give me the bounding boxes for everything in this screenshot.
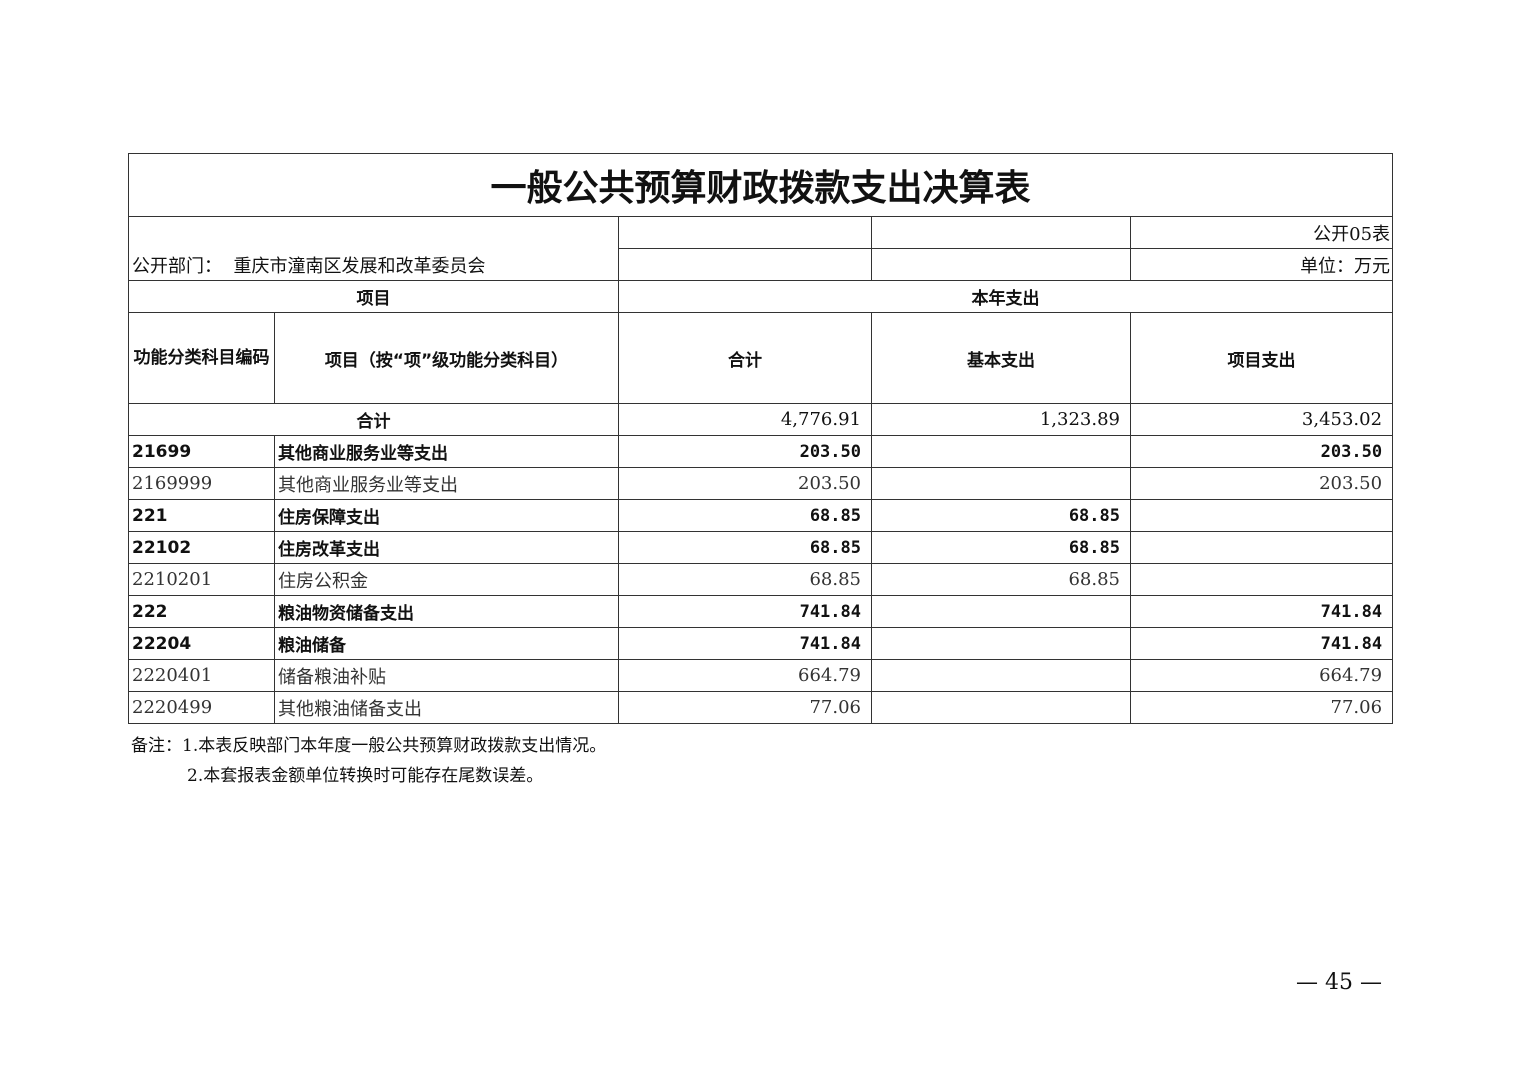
cell-total: 77.06 xyxy=(618,691,872,724)
cell-project: 203.50 xyxy=(1129,435,1394,468)
cell-name: 粮油储备 xyxy=(274,627,619,660)
cell-basic xyxy=(871,659,1131,692)
header-this-year: 本年支出 xyxy=(617,280,1394,313)
cell-total: 203.50 xyxy=(618,467,872,500)
table-number: 公开05表 xyxy=(1129,216,1394,249)
header-code: 功能分类科目编码 xyxy=(128,312,275,404)
table-row: 21699 其他商业服务业等支出 203.50 203.50 xyxy=(128,435,1394,468)
cell-project xyxy=(1129,531,1394,564)
table-row: 2210201 住房公积金 68.85 68.85 xyxy=(128,563,1394,596)
total-basic: 1,323.89 xyxy=(871,403,1131,436)
cell-basic xyxy=(871,435,1131,468)
header-total: 合计 xyxy=(618,312,872,404)
budget-table: 一般公共预算财政拨款支出决算表 公开部门： 重庆市潼南区发展和改革委员会 公开0… xyxy=(127,153,1394,724)
cell-project xyxy=(1129,563,1394,596)
cell-project: 664.79 xyxy=(1129,659,1394,692)
cell-code: 2210201 xyxy=(128,563,275,596)
cell-total: 741.84 xyxy=(618,627,872,660)
cell-total: 68.85 xyxy=(618,499,872,532)
header-basic: 基本支出 xyxy=(871,312,1131,404)
cell-project xyxy=(1129,499,1394,532)
cell-total: 664.79 xyxy=(618,659,872,692)
cell-code: 2220499 xyxy=(128,691,275,724)
cell-project: 203.50 xyxy=(1129,467,1394,500)
cell-basic: 68.85 xyxy=(871,563,1131,596)
cell-basic xyxy=(871,627,1131,660)
cell-project: 741.84 xyxy=(1129,595,1394,628)
cell-total: 741.84 xyxy=(618,595,872,628)
total-project: 3,453.02 xyxy=(1129,403,1394,436)
department-name: 重庆市潼南区发展和改革委员会 xyxy=(233,256,486,277)
note-2: 2.本套报表金额单位转换时可能存在尾数误差。 xyxy=(187,766,544,786)
header-project-expense: 项目支出 xyxy=(1129,312,1394,404)
department-cell: 公开部门： 重庆市潼南区发展和改革委员会 xyxy=(128,216,619,281)
cell-code: 22204 xyxy=(128,627,275,660)
table-row: 2169999 其他商业服务业等支出 203.50 203.50 xyxy=(128,467,1394,500)
department-label: 公开部门： xyxy=(132,256,222,277)
cell-basic xyxy=(871,691,1131,724)
cell-code: 221 xyxy=(128,499,275,532)
notes: 备注：1.本表反映部门本年度一般公共预算财政拨款支出情况。 2.本套报表金额单位… xyxy=(131,731,606,791)
cell-basic: 68.85 xyxy=(871,499,1131,532)
table-row: 222 粮油物资储备支出 741.84 741.84 xyxy=(128,595,1394,628)
total-row: 合计 4,776.91 1,323.89 3,453.02 xyxy=(128,403,1394,436)
unit-label: 单位：万元 xyxy=(1129,248,1394,281)
cell-name: 储备粮油补贴 xyxy=(274,659,619,692)
cell-name: 粮油物资储备支出 xyxy=(274,595,619,628)
cell-code: 22102 xyxy=(128,531,275,564)
table-row: 2220499 其他粮油储备支出 77.06 77.06 xyxy=(128,691,1394,724)
cell-name: 住房保障支出 xyxy=(274,499,619,532)
cell-project: 77.06 xyxy=(1129,691,1394,724)
cell-code: 21699 xyxy=(128,435,275,468)
table-row: 22102 住房改革支出 68.85 68.85 xyxy=(128,531,1394,564)
cell-code: 2220401 xyxy=(128,659,275,692)
cell-total: 68.85 xyxy=(618,531,872,564)
cell-code: 222 xyxy=(128,595,275,628)
table-row: 221 住房保障支出 68.85 68.85 xyxy=(128,499,1394,532)
cell-total: 203.50 xyxy=(618,435,872,468)
table-row: 22204 粮油储备 741.84 741.84 xyxy=(128,627,1394,660)
page-number: — 45 — xyxy=(1296,970,1382,995)
cell-basic xyxy=(871,595,1131,628)
total-value: 4,776.91 xyxy=(618,403,872,436)
total-label: 合计 xyxy=(128,403,619,436)
cell-name: 住房公积金 xyxy=(274,563,619,596)
cell-code: 2169999 xyxy=(128,467,275,500)
cell-basic xyxy=(871,467,1131,500)
cell-name: 其他商业服务业等支出 xyxy=(274,467,619,500)
page-title: 一般公共预算财政拨款支出决算表 xyxy=(127,153,1394,217)
header-project: 项目 xyxy=(128,280,619,313)
cell-name: 住房改革支出 xyxy=(274,531,619,564)
cell-total: 68.85 xyxy=(618,563,872,596)
cell-project: 741.84 xyxy=(1129,627,1394,660)
cell-name: 其他商业服务业等支出 xyxy=(274,435,619,468)
cell-name: 其他粮油储备支出 xyxy=(274,691,619,724)
header-item: 项目（按“项”级功能分类科目） xyxy=(274,312,619,404)
table-row: 2220401 储备粮油补贴 664.79 664.79 xyxy=(128,659,1394,692)
note-1: 备注：1.本表反映部门本年度一般公共预算财政拨款支出情况。 xyxy=(131,736,607,756)
cell-basic: 68.85 xyxy=(871,531,1131,564)
